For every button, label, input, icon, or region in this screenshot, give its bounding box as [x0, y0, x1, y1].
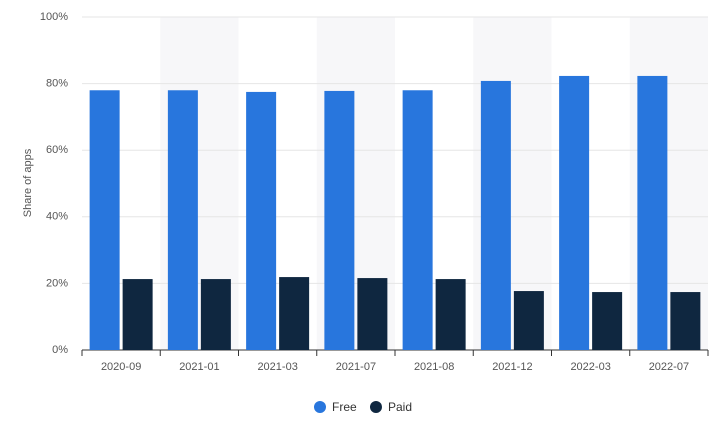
y-axis-label: Share of apps	[22, 148, 34, 217]
x-tick-label: 2021-12	[492, 361, 532, 373]
bar	[279, 277, 310, 350]
bar	[637, 75, 668, 350]
y-tick-label: 80%	[46, 78, 68, 90]
bar	[670, 292, 701, 350]
bar	[324, 90, 355, 351]
y-tick-label: 100%	[40, 11, 68, 23]
bar	[480, 80, 511, 350]
y-tick-label: 0%	[52, 344, 68, 356]
x-tick-label: 2021-08	[414, 361, 454, 373]
bar	[122, 279, 153, 350]
x-tick-label: 2021-07	[336, 361, 376, 373]
bar	[246, 91, 277, 351]
legend-marker	[314, 401, 326, 413]
x-tick-label: 2021-01	[179, 361, 219, 373]
x-tick-label: 2022-03	[570, 361, 610, 373]
bar	[435, 279, 466, 350]
bar	[167, 90, 198, 350]
legend-label: Free	[332, 400, 357, 414]
bar	[357, 278, 388, 350]
x-tick-label: 2021-03	[257, 361, 297, 373]
y-tick-label: 20%	[46, 277, 68, 289]
x-tick-label: 2020-09	[101, 361, 141, 373]
bar	[200, 279, 231, 350]
bar	[402, 90, 433, 350]
bar	[513, 291, 544, 350]
y-tick-label: 40%	[46, 211, 68, 223]
bar	[592, 292, 623, 350]
x-tick-label: 2022-07	[649, 361, 689, 373]
bar	[559, 75, 590, 350]
y-tick-label: 60%	[46, 144, 68, 156]
legend: Free Paid	[314, 400, 412, 414]
bar	[89, 90, 120, 350]
legend-label: Paid	[388, 400, 412, 414]
legend-marker	[370, 401, 382, 413]
